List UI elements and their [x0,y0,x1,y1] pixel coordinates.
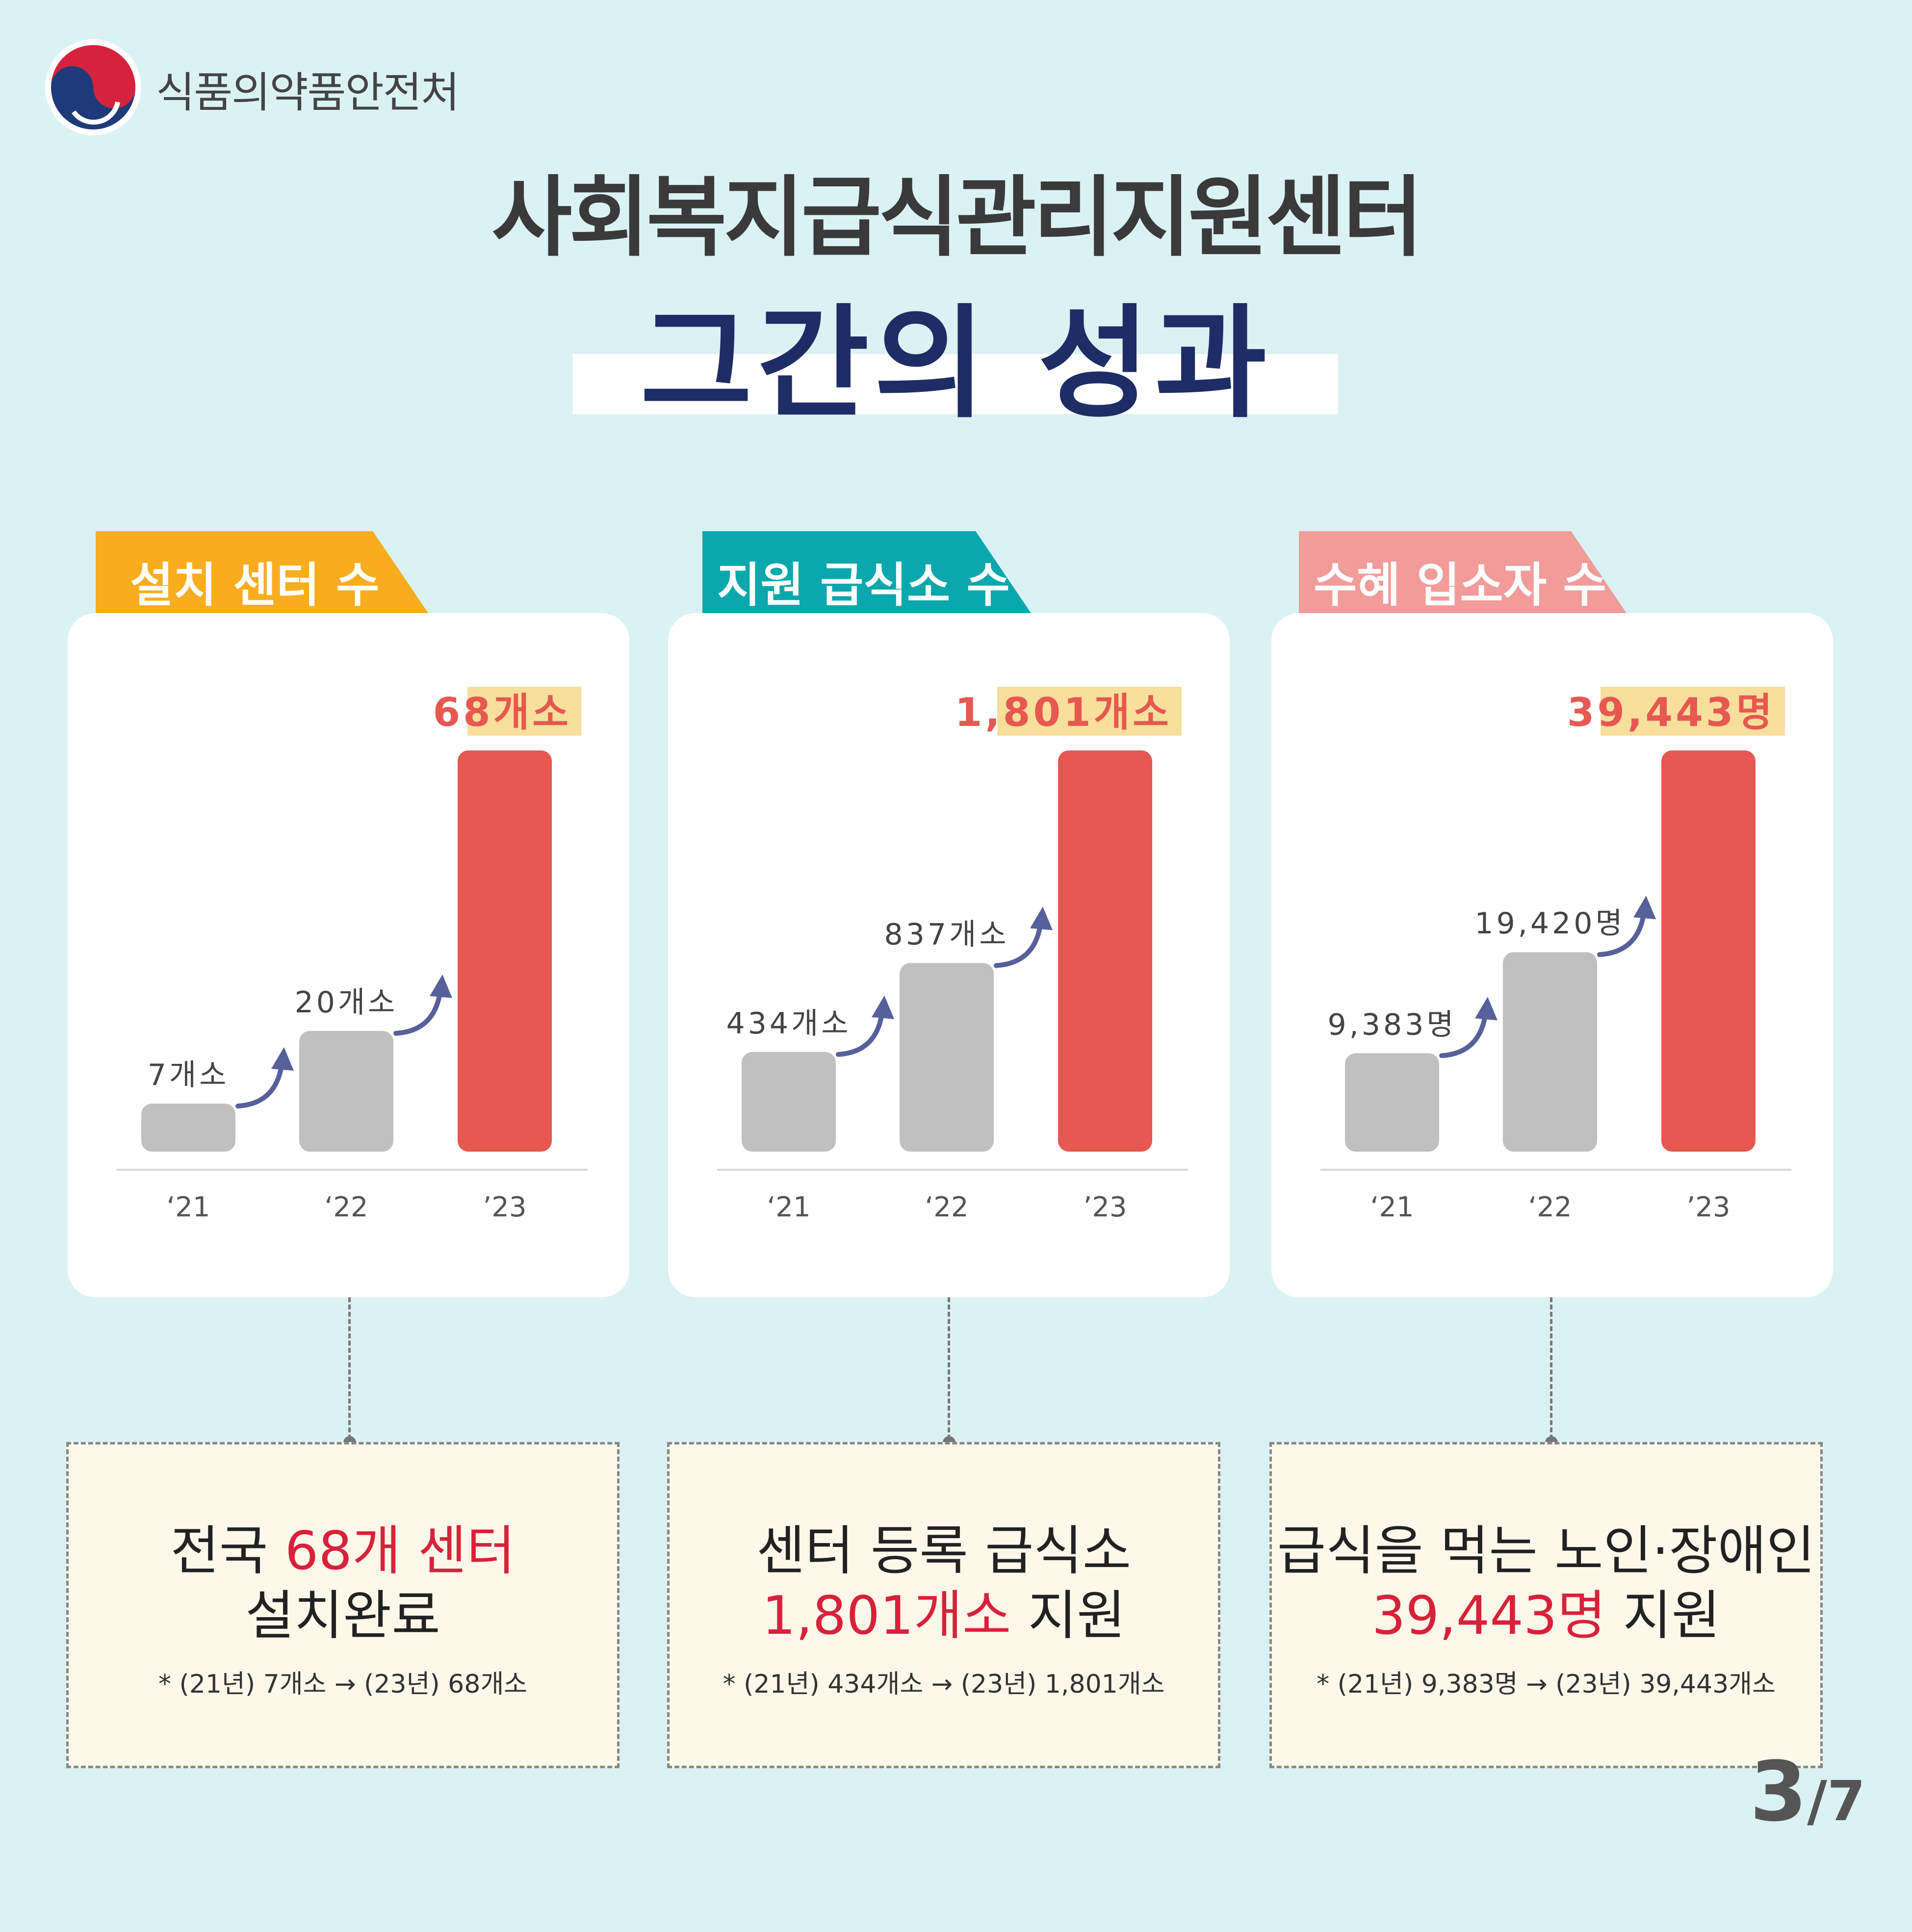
x-tick-label: ‘21 [166,1191,210,1223]
data-label: 39,443명 [1567,690,1775,735]
growth-arrow [994,919,1043,968]
data-label: 68개소 [433,690,571,735]
value-highlight [997,687,1182,736]
page-title: 사회복지급식관리지원센터 [491,167,1423,268]
growth-arrowhead [1475,997,1498,1021]
chart-card-centers: ‘21 7개소 ‘22 20개소 ’23 68개소 [68,613,629,1297]
chart-card-beneficiaries: ‘21 9,383명 ‘22 19,420명 ’23 39,443명 [1271,613,1833,1297]
tab-label: 지원 급식소 수 [717,558,1010,613]
x-tick-label: ‘21 [1370,1191,1414,1223]
data-label: 1,801개소 [955,690,1172,735]
tab-supported-kitchens: 지원 급식소 수 [702,531,1032,615]
summary-note: * (21년) 7개소 → (23년) 68개소 [158,1670,527,1699]
summary-headline: 전국 68개 센터 [170,1520,516,1582]
growth-arrow [836,1007,885,1057]
bar-3 [1058,750,1152,1152]
data-label: 837개소 [884,918,1009,952]
connector-line [948,1297,950,1440]
summary-box-centers: 전국 68개 센터 설치완료 * (21년) 7개소 → (23년) 68개소 [66,1442,620,1768]
tab-label: 설치 센터 수 [130,558,380,613]
summary-box-beneficiaries: 급식을 먹는 노인·장애인 39,443명 지원 * (21년) 9,383명 … [1269,1442,1823,1768]
connector-line [348,1297,351,1440]
bar-chart-beneficiaries: ‘21 9,383명 ‘22 19,420명 ’23 39,443명 [1320,687,1791,1223]
summary-headline-2: 설치완료 [245,1585,440,1647]
data-label: 7개소 [148,1058,230,1092]
growth-arrowhead [430,974,452,998]
value-highlight [1601,687,1785,736]
page-subtitle: 그간의 성과 [640,293,1272,435]
x-tick-label: ‘22 [1528,1191,1572,1223]
data-label: 9,383명 [1328,1007,1457,1042]
x-tick-label: ‘22 [324,1191,368,1223]
summary-headline-2: 39,443명 지원 [1371,1585,1721,1647]
title-highlight [573,354,1338,414]
x-tick-label: ‘22 [925,1191,968,1223]
x-tick-label: ‘21 [767,1191,810,1223]
page-current: 3 [1750,1744,1808,1840]
summary-box-kitchens: 센터 등록 급식소 1,801개소 지원 * (21년) 434개소 → (23… [667,1442,1220,1768]
tab-label: 수혜 입소자 수 [1314,558,1606,613]
bar-2 [299,1030,393,1152]
growth-arrow [1439,1009,1488,1058]
tab-installed-centers: 설치 센터 수 [96,531,429,615]
bar-2 [1503,952,1597,1152]
summary-note: * (21년) 9,383명 → (23년) 39,443개소 [1317,1670,1776,1699]
connector-line [1550,1297,1552,1440]
bar-2 [900,963,994,1152]
summary-headline: 급식을 먹는 노인·장애인 [1277,1520,1815,1582]
data-label: 434개소 [726,1006,852,1041]
bar-chart-kitchens: ‘21 434개소 ‘22 837개소 ’23 1,801개소 [717,687,1188,1223]
page-indicator: 3/7 [1750,1744,1865,1840]
growth-arrowhead [872,995,894,1019]
tab-beneficiaries: 수혜 입소자 수 [1299,531,1628,615]
x-tick-label: ’23 [483,1191,526,1223]
agency-name: 식품의약품안전처 [156,68,460,117]
data-label: 20개소 [295,985,398,1020]
growth-arrowhead [1633,896,1656,920]
taegeuk-logo-icon [44,38,142,136]
data-label: 19,420명 [1474,906,1625,941]
growth-arrow [1597,908,1647,957]
summary-headline-2: 1,801개소 지원 [762,1585,1126,1647]
summary-note: * (21년) 434개소 → (23년) 1,801개소 [723,1670,1165,1699]
growth-arrow [393,986,443,1036]
bar-chart-centers: ‘21 7개소 ‘22 20개소 ’23 68개소 [117,687,588,1223]
growth-arrowhead [1030,906,1053,930]
page-total: /7 [1807,1770,1865,1833]
summary-headline: 센터 등록 급식소 [756,1520,1132,1582]
chart-card-kitchens: ‘21 434개소 ‘22 837개소 ’23 1,801개소 [668,613,1230,1297]
x-tick-label: ’23 [1083,1191,1127,1223]
value-highlight [467,687,581,736]
growth-arrowhead [271,1047,294,1071]
growth-arrow [235,1059,284,1108]
x-tick-label: ’23 [1686,1191,1730,1223]
bar-3 [1661,750,1756,1152]
bar-1 [1345,1053,1439,1152]
bar-3 [458,750,552,1152]
bar-1 [141,1104,235,1152]
bar-1 [742,1052,836,1152]
